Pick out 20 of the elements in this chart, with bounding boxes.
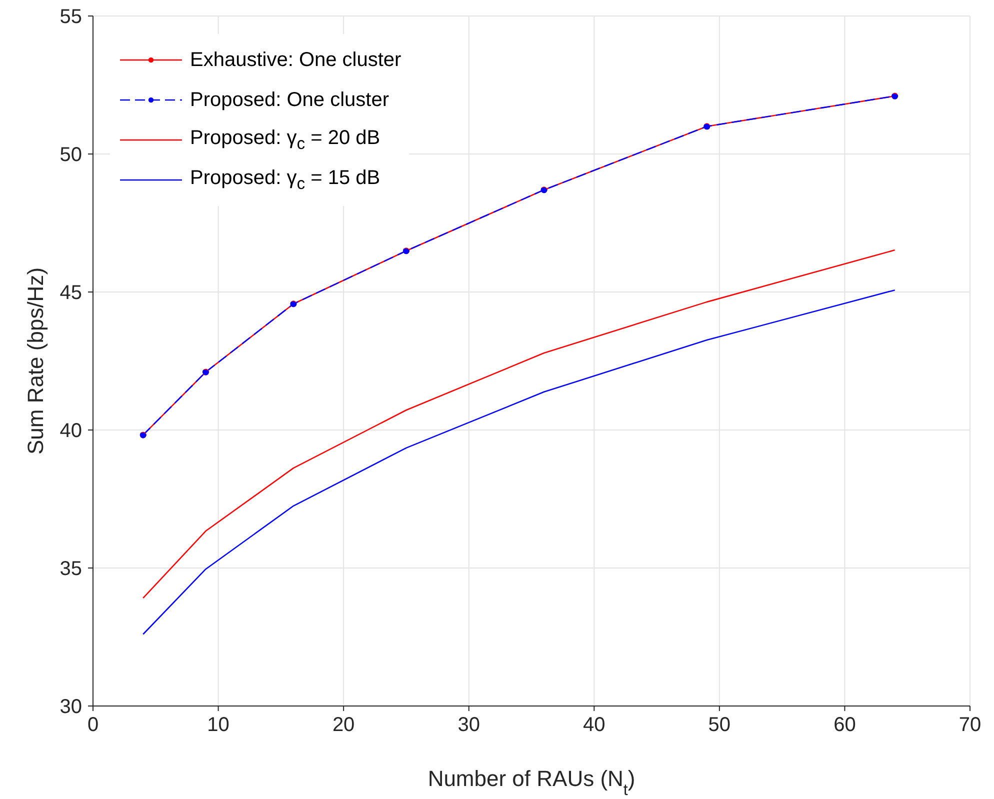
x-tick-label: 50 [708, 714, 731, 736]
x-tick-label: 30 [458, 714, 480, 736]
y-tick-label: 45 [60, 282, 82, 304]
x-tick-label: 60 [834, 714, 856, 736]
legend-label: Exhaustive: One cluster [190, 48, 402, 72]
legend-label: Proposed: γ$_{c}$ = 20 dB [190, 126, 380, 154]
x-tick-label: 10 [207, 714, 230, 736]
x-tick-label: 0 [87, 714, 99, 736]
legend-label: Proposed: One cluster [190, 88, 389, 112]
y-tick-label: 40 [60, 420, 82, 442]
x-tick-label: 70 [958, 714, 982, 736]
x-tick-label: 20 [332, 714, 355, 736]
x-tick-label: 40 [583, 714, 606, 736]
y-axis-title: Sum Rate (bps/Hz) [23, 267, 48, 455]
x-axis-title: Number of RAUs (N$_{t}$) [428, 766, 636, 798]
y-tick-label: 55 [60, 6, 82, 28]
legend-label: Proposed: γ$_{c}$ = 15 dB [190, 166, 380, 194]
y-tick-label: 30 [60, 696, 82, 718]
y-tick-label: 50 [60, 144, 82, 166]
y-tick-label: 35 [60, 558, 82, 580]
